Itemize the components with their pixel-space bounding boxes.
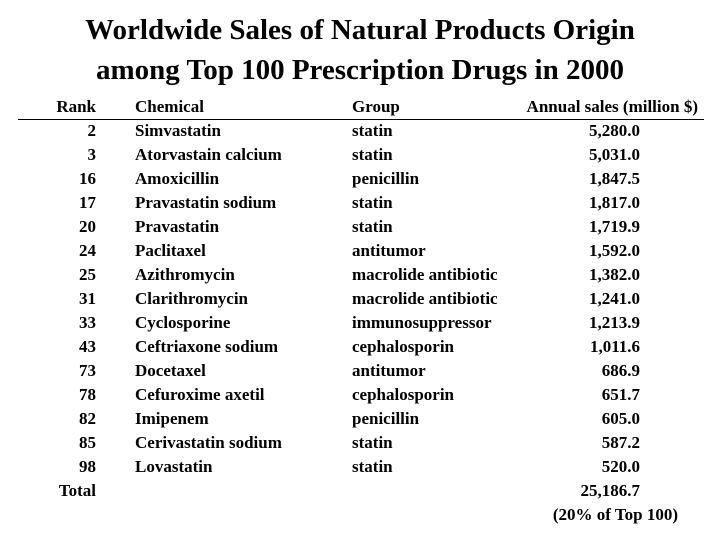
rank-cell: 24 [79,241,96,260]
header-sales: Annual sales (million $) [526,97,698,116]
sales-cell: 686.9 [601,361,640,380]
chemical-cell: Amoxicillin [135,169,220,188]
group-cell: penicillin [352,409,420,428]
rank-cell: 2 [87,121,97,140]
sales-cell: 1,241.0 [589,289,640,308]
rank-cell: 33 [79,313,96,332]
group-cell: statin [352,193,393,212]
rank-cell: 25 [79,265,96,284]
sales-cell: 1,592.0 [589,241,640,260]
sales-cell: 587.2 [601,433,640,452]
rank-cell: 43 [79,337,96,356]
group-cell: macrolide antibiotic [352,289,498,308]
chemical-cell: Azithromycin [135,265,235,284]
sales-cell: 520.0 [601,457,640,476]
title-line-2: among Top 100 Prescription Drugs in 2000 [96,54,624,86]
group-cell: antitumor [352,361,426,380]
sales-cell: 651.7 [601,385,640,404]
sales-cell: 1,382.0 [589,265,640,284]
total-label: Total [58,481,96,500]
rank-cell: 78 [79,385,96,404]
rank-cell: 31 [79,289,96,308]
sales-cell: 1,719.9 [589,217,640,236]
chemical-cell: Simvastatin [135,121,221,140]
chemical-cell: Pravastatin sodium [135,193,277,212]
chemical-cell: Docetaxel [135,361,206,380]
rank-cell: 16 [79,169,96,188]
group-cell: macrolide antibiotic [352,265,498,284]
group-cell: immunosuppressor [352,313,492,332]
chemical-cell: Pravastatin [135,217,220,236]
rank-cell: 85 [79,433,96,452]
group-cell: cephalosporin [352,337,455,356]
chemical-cell: Cerivastatin sodium [135,433,282,452]
header-chemical: Chemical [135,97,204,116]
group-cell: antitumor [352,241,426,260]
chemical-cell: Ceftriaxone sodium [135,337,279,356]
header-group: Group [352,97,400,116]
group-cell: statin [352,145,393,164]
sales-cell: 1,011.6 [589,337,640,356]
group-cell: penicillin [352,169,420,188]
sales-cell: 1,847.5 [589,169,640,188]
rank-cell: 98 [79,457,96,476]
header-divider [18,119,704,120]
chemical-cell: Atorvastain calcium [135,145,282,164]
sales-cell: 1,817.0 [589,193,640,212]
rank-cell: 82 [79,409,96,428]
chemical-cell: Clarithromycin [135,289,249,308]
group-cell: cephalosporin [352,385,455,404]
rank-cell: 17 [79,193,96,212]
chemical-cell: Cyclosporine [135,313,231,332]
rank-cell: 20 [79,217,96,236]
header-rank: Rank [56,97,96,116]
total-value: 25,186.7 [580,481,641,500]
sales-cell: 605.0 [601,409,640,428]
chemical-cell: Cefuroxime axetil [135,385,265,404]
group-cell: statin [352,217,393,236]
rank-cell: 3 [87,145,97,164]
total-note: (20% of Top 100) [552,505,678,524]
sales-cell: 5,280.0 [589,121,640,140]
title-line-1: Worldwide Sales of Natural Products Orig… [85,14,635,46]
chemical-cell: Imipenem [135,409,209,428]
sales-cell: 5,031.0 [589,145,640,164]
group-cell: statin [352,457,393,476]
chemical-cell: Lovastatin [135,457,213,476]
group-cell: statin [352,433,393,452]
group-cell: statin [352,121,393,140]
sales-cell: 1,213.9 [589,313,640,332]
rank-cell: 73 [79,361,96,380]
chemical-cell: Paclitaxel [135,241,206,260]
